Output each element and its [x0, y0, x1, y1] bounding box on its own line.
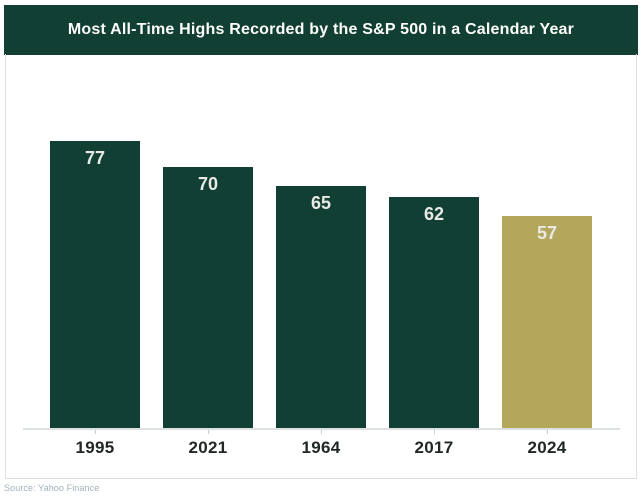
x-axis-label-2017: 2017	[414, 438, 454, 457]
x-axis-label-1995: 1995	[75, 438, 115, 457]
x-axis-tick	[208, 429, 209, 434]
bar-value-label: 57	[536, 223, 558, 243]
x-axis-tick	[95, 429, 96, 434]
bar-value-label: 65	[310, 193, 332, 213]
x-axis-label-2021: 2021	[188, 438, 228, 457]
x-axis-tick	[547, 429, 548, 434]
x-axis-label-2024: 2024	[527, 438, 567, 457]
chart-title: Most All-Time Highs Recorded by the S&P …	[67, 21, 575, 38]
chart-title-banner: Most All-Time Highs Recorded by the S&P …	[4, 5, 638, 55]
chart-frame	[5, 54, 637, 479]
bar-2021: 70	[163, 167, 253, 429]
bar-2024: 57	[502, 216, 592, 429]
x-axis-tick	[434, 429, 435, 434]
x-axis-tick	[321, 429, 322, 434]
source-note: Source: Yahoo Finance	[4, 483, 100, 493]
bar-1964: 65	[276, 186, 366, 429]
bar-value-label: 70	[197, 174, 219, 194]
bar-1995: 77	[50, 141, 140, 429]
bar-value-label: 77	[84, 148, 106, 168]
x-axis-label-1964: 1964	[301, 438, 341, 457]
bar-2017: 62	[389, 197, 479, 429]
bar-value-label: 62	[423, 204, 445, 224]
x-axis-line	[23, 428, 620, 430]
